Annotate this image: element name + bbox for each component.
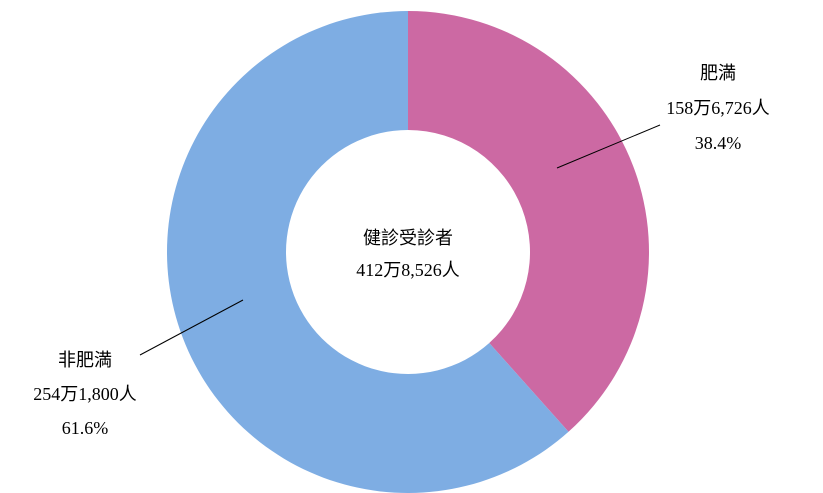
center-label: 健診受診者 (363, 228, 453, 248)
count-label: 254万1,800人 (33, 384, 137, 404)
leader-line (139, 299, 244, 356)
category-label: 非肥満 (58, 350, 112, 370)
donut-slice (167, 11, 569, 493)
count-label: 158万6,726人 (666, 98, 770, 118)
value-label: 61.6% (62, 418, 109, 438)
leader-line (556, 124, 661, 169)
donut-slice (408, 11, 650, 432)
value-label: 38.4% (695, 133, 742, 153)
category-label: 肥満 (700, 63, 736, 83)
center-label: 412万8,526人 (356, 260, 460, 280)
